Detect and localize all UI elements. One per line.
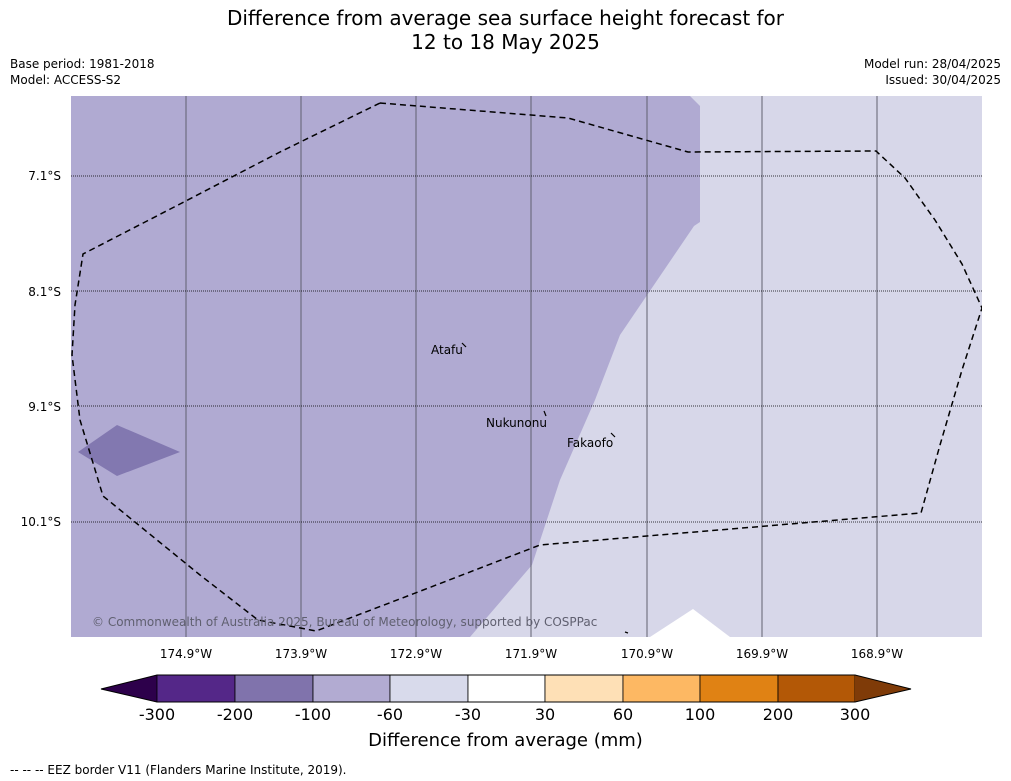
colorbar-swatch — [312, 674, 391, 703]
lon-label: 171.9°W — [505, 647, 557, 661]
colorbar-arrow-left — [101, 675, 157, 702]
chart-title: Difference from average sea surface heig… — [0, 6, 1011, 54]
colorbar-tick: 30 — [535, 705, 555, 720]
longitude-labels: 174.9°W 173.9°W 172.9°W 171.9°W 170.9°W … — [160, 647, 903, 661]
region-white — [650, 609, 730, 637]
colorbar-tick: 60 — [613, 705, 633, 720]
island-mark — [610, 432, 616, 438]
island-mark — [543, 410, 547, 417]
colorbar-tick: -300 — [139, 705, 175, 720]
island-label-nukunonu: Nukunonu — [486, 416, 547, 430]
footer-note: -- -- -- EEZ border V11 (Flanders Marine… — [10, 763, 347, 777]
colorbar-ticks: -300 -200 -100 -60 -30 30 60 100 200 300 — [139, 705, 870, 720]
colorbar-swatch — [234, 674, 314, 703]
lat-label: 10.1°S — [21, 515, 61, 529]
lon-label: 173.9°W — [275, 647, 327, 661]
lon-label: 169.9°W — [736, 647, 788, 661]
base-period: Base period: 1981-2018 — [10, 57, 155, 71]
model-run: Model run: 28/04/2025 — [863, 57, 1001, 71]
meta-left: Base period: 1981-2018 Model: ACCESS-S2 — [10, 56, 155, 88]
region-dark-purple — [78, 425, 180, 476]
colorbar-swatch — [467, 674, 546, 703]
model-name: Model: ACCESS-S2 — [10, 73, 122, 87]
island-mark — [461, 342, 467, 348]
lon-label: 172.9°W — [390, 647, 442, 661]
colorbar-swatch — [699, 674, 779, 703]
title-line-2: 12 to 18 May 2025 — [411, 30, 600, 54]
colorbar-tick: 300 — [840, 705, 871, 720]
island-mark — [624, 631, 629, 634]
lon-label: 168.9°W — [851, 647, 903, 661]
colorbar-tick: -100 — [295, 705, 331, 720]
colorbar-outline — [100, 674, 912, 703]
lon-label: 170.9°W — [621, 647, 673, 661]
meridian-lines — [185, 96, 878, 637]
colorbar-swatch — [777, 674, 856, 703]
colorbar-tick: 100 — [685, 705, 716, 720]
map: Atafu Nukunonu Fakaofo © Commonwealth of… — [21, 96, 982, 720]
colorbar-label: Difference from average (mm) — [368, 730, 643, 751]
meta-right: Model run: 28/04/2025 Issued: 30/04/2025 — [864, 56, 1001, 88]
colorbar-swatch — [544, 674, 624, 703]
lat-label: 8.1°S — [28, 285, 61, 299]
copyright-text: © Commonwealth of Australia 2025, Bureau… — [92, 615, 597, 629]
colorbar-tick: -200 — [217, 705, 253, 720]
colorbar-arrow-right — [855, 675, 911, 702]
eez-border — [71, 102, 982, 632]
colorbar-tick: -30 — [455, 705, 481, 720]
island-label-fakaofo: Fakaofo — [567, 436, 613, 450]
lat-label: 7.1°S — [28, 169, 61, 183]
latitude-labels: 7.1°S 8.1°S 9.1°S 10.1°S — [21, 169, 61, 529]
issued-date: Issued: 30/04/2025 — [885, 73, 1001, 87]
colorbar-swatch — [389, 674, 469, 703]
region-medium-lavender — [71, 96, 700, 637]
island-label-atafu: Atafu — [431, 343, 463, 357]
colorbar-tick: 200 — [763, 705, 794, 720]
lat-label: 9.1°S — [28, 400, 61, 414]
lon-label: 174.9°W — [160, 647, 212, 661]
colorbar-swatch — [622, 674, 701, 703]
map-plot-area: Atafu Nukunonu Fakaofo © Commonwealth of… — [71, 96, 982, 637]
title-line-1: Difference from average sea surface heig… — [226, 6, 785, 30]
colorbar — [100, 674, 912, 703]
colorbar-swatch — [156, 674, 236, 703]
colorbar-tick: -60 — [377, 705, 403, 720]
